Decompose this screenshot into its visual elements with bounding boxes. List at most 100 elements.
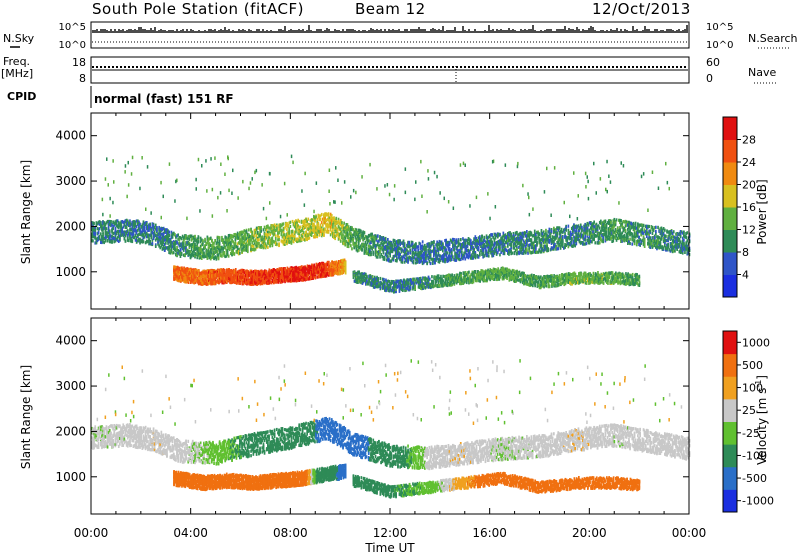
scatter-cell xyxy=(326,213,329,217)
scatter-cell xyxy=(123,223,126,227)
scatter-cell xyxy=(520,239,523,243)
scatter-cell xyxy=(342,226,344,231)
scatter-cell xyxy=(458,249,461,253)
scatter-cell xyxy=(384,244,387,249)
scatter-cell xyxy=(314,224,316,229)
scatter-cell xyxy=(202,254,204,258)
scatter-cell xyxy=(633,239,636,243)
scatter-cell xyxy=(106,219,109,224)
scatter-cell xyxy=(285,224,287,228)
scatter-cell xyxy=(117,223,120,227)
scatter-cell xyxy=(206,256,209,260)
scatter-cell xyxy=(347,242,350,246)
scatter-cell xyxy=(270,239,273,243)
scatter-cell xyxy=(442,242,444,246)
scatter-cell xyxy=(512,233,515,237)
scatter-cell xyxy=(191,237,194,241)
scatter-cell xyxy=(287,239,289,243)
scatter-cell xyxy=(252,238,255,243)
scatter-cell xyxy=(212,248,214,252)
scatter-cell xyxy=(113,221,116,225)
scatter-cell xyxy=(347,237,350,241)
scatter-cell xyxy=(362,244,364,248)
scatter-cell xyxy=(502,234,505,238)
scatter-cell xyxy=(253,234,256,238)
noise-search-label: N.Search xyxy=(748,32,798,45)
scatter-cell xyxy=(163,229,166,234)
scatter-cell xyxy=(248,235,250,239)
scatter-cell xyxy=(288,240,290,244)
scatter-cell xyxy=(162,240,165,245)
scatter-cell xyxy=(404,251,407,255)
scatter-cell xyxy=(101,228,103,232)
scatter-cell xyxy=(102,220,104,224)
scatter-cell xyxy=(402,254,405,258)
scatter-cell xyxy=(345,225,348,229)
scatter-cell xyxy=(459,243,462,248)
scatter-cell xyxy=(362,234,364,238)
scatter-cell xyxy=(93,231,95,235)
scatter-cell xyxy=(514,243,517,247)
scatter-cell xyxy=(223,251,225,255)
scatter-cell xyxy=(301,224,304,228)
scatter-cell xyxy=(326,229,329,234)
scatter-cell xyxy=(359,234,361,239)
scatter-cell xyxy=(196,256,199,260)
scatter-cell xyxy=(260,226,262,230)
scatter-cell xyxy=(218,244,221,248)
scatter-cell xyxy=(159,227,162,232)
scatter-cell xyxy=(207,237,210,241)
scatter-cell xyxy=(162,232,165,236)
scatter-cell xyxy=(318,227,321,231)
scatter-cell xyxy=(496,240,499,244)
scatter-cell xyxy=(285,239,287,243)
scatter-cell xyxy=(461,250,463,254)
scatter-cell xyxy=(575,242,578,246)
scatter-cell xyxy=(308,231,311,235)
scatter-cell xyxy=(178,244,181,248)
scatter-cell xyxy=(369,241,371,245)
scatter-cell xyxy=(239,237,241,242)
scatter-cell xyxy=(454,255,456,259)
scatter-cell xyxy=(137,228,139,232)
scatter-cell xyxy=(92,221,94,225)
scatter-cell xyxy=(180,237,183,241)
scatter-cell xyxy=(334,234,336,238)
scatter-cell xyxy=(125,218,128,222)
scatter-cell xyxy=(144,233,147,237)
scatter-cell xyxy=(228,236,231,240)
scatter-cell xyxy=(417,245,419,249)
scatter-cell xyxy=(471,245,473,249)
scatter-cell xyxy=(323,229,325,233)
scatter-cell xyxy=(139,241,141,245)
scatter-cell xyxy=(214,247,216,251)
scatter-cell xyxy=(470,242,472,246)
scatter-cell xyxy=(335,230,338,234)
scatter-cell xyxy=(225,249,228,253)
scatter-cell xyxy=(484,245,487,249)
scatter-cell xyxy=(287,231,289,235)
scatter-cell xyxy=(282,236,285,240)
scatter-cell xyxy=(152,233,155,237)
scatter-cell xyxy=(396,240,398,244)
scatter-cell xyxy=(502,241,505,245)
scatter-cell xyxy=(110,240,112,244)
scatter-cell xyxy=(355,239,358,243)
scatter-cell xyxy=(159,232,162,236)
scatter-cell xyxy=(355,244,358,248)
scatter-cell xyxy=(107,219,110,224)
scatter-cell xyxy=(259,234,261,238)
scatter-cell xyxy=(298,232,301,236)
scatter-cell xyxy=(473,251,475,255)
scatter-cell xyxy=(379,247,381,251)
scatter-cell xyxy=(271,224,274,228)
scatter-cell xyxy=(225,252,228,256)
scatter-cell xyxy=(465,249,468,253)
scatter-cell xyxy=(289,240,292,244)
scatter-cell xyxy=(345,239,348,243)
scatter-cell xyxy=(171,251,174,255)
scatter-cell xyxy=(504,241,507,245)
scatter-cell xyxy=(280,233,283,237)
scatter-cell xyxy=(302,226,305,231)
scatter-cell xyxy=(112,220,114,224)
